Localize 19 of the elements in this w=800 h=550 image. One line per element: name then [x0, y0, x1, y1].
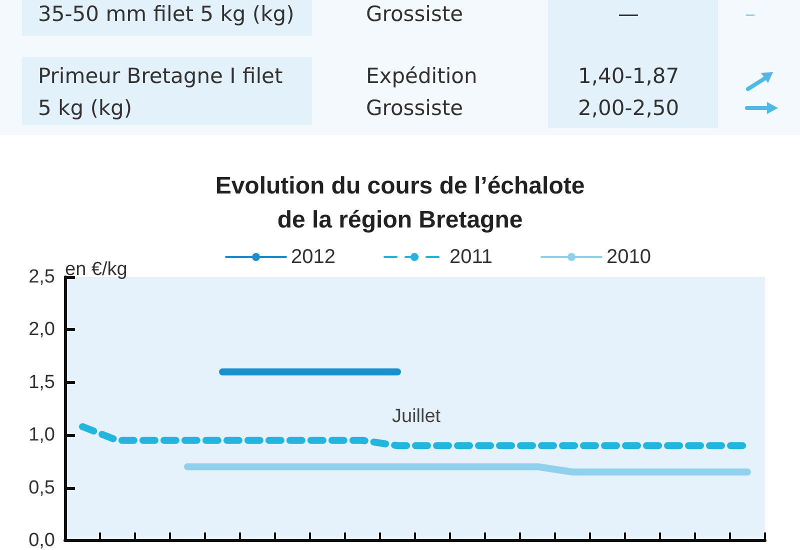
- y-tick-label: 1,5: [28, 372, 55, 393]
- text: Grossiste: [366, 1, 464, 28]
- legend-label: 2012: [291, 246, 336, 268]
- text: Expédition Grossiste: [366, 63, 478, 122]
- y-tick-label: 2,0: [28, 319, 55, 340]
- y-tick-label: 1,0: [28, 424, 55, 446]
- legend-label: 2011: [449, 246, 493, 268]
- y-tick-label: 0,5: [28, 477, 55, 498]
- text: –: [745, 1, 756, 28]
- chart-title: Evolution du cours de l’échalote de la région Bretagne: [215, 172, 585, 234]
- text: Primeur Bretagne I filet 5 kg (kg): [38, 63, 283, 122]
- legend-label: 2010: [606, 246, 651, 268]
- y-axis-title: en €/kg: [65, 259, 128, 280]
- text: 35-50 mm filet 5 kg (kg): [38, 1, 294, 28]
- y-tick-label: 0,0: [28, 530, 55, 550]
- text: 1,40-1,87 2,00-2,50: [578, 63, 680, 122]
- annotation: Juillet: [392, 406, 442, 427]
- y-tick-label: 2,5: [28, 266, 55, 288]
- text: —: [618, 1, 639, 28]
